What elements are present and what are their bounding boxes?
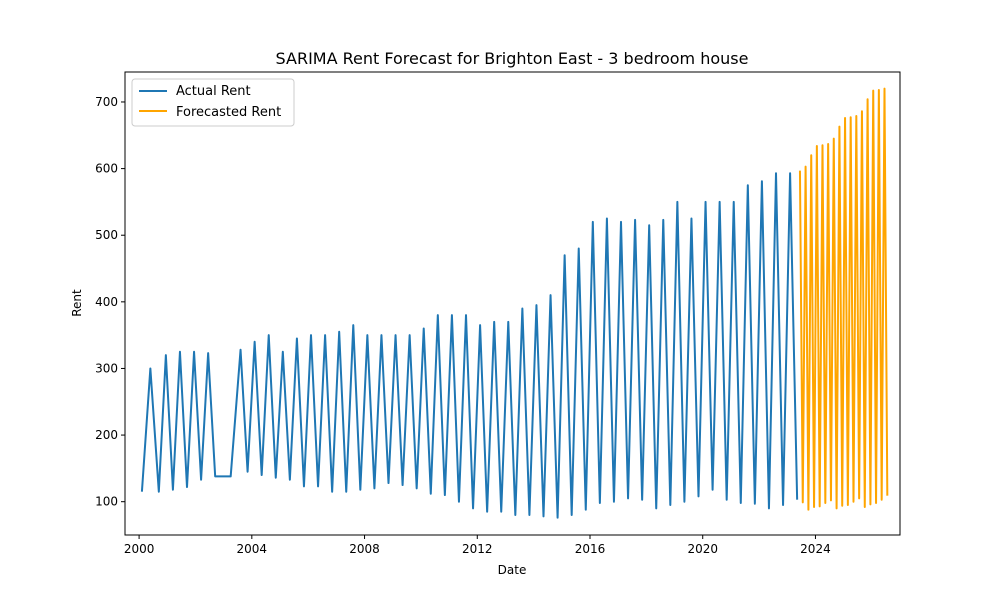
y-tick-label: 600 <box>95 162 118 176</box>
x-axis-ticks: 2000 2004 2008 2012 2016 2020 2024 <box>124 535 831 556</box>
x-tick-label: 2016 <box>575 542 606 556</box>
y-axis-ticks: 100 200 300 400 500 600 700 <box>95 95 125 509</box>
plot-area <box>124 71 901 536</box>
legend-label-actual-rent: Actual Rent <box>176 84 251 99</box>
y-tick-label: 300 <box>95 361 118 375</box>
legend-box <box>131 78 295 127</box>
x-tick-label: 2012 <box>462 542 493 556</box>
y-tick-label: 200 <box>95 428 118 442</box>
x-tick-label: 2024 <box>800 542 831 556</box>
series-line-forecasted-rent <box>798 87 889 511</box>
y-tick-label: 700 <box>95 95 118 109</box>
axes-frame <box>124 71 901 536</box>
legend-label-forecasted-rent: Forecasted Rent <box>176 105 281 120</box>
series-line-actual-rent <box>140 172 799 519</box>
x-tick-label: 2000 <box>124 542 155 556</box>
x-tick-label: 2020 <box>687 542 718 556</box>
chart-title: SARIMA Rent Forecast for Brighton East -… <box>276 49 749 68</box>
y-tick-label: 100 <box>95 495 118 509</box>
series-layer <box>140 87 889 519</box>
x-tick-label: 2008 <box>349 542 380 556</box>
y-tick-label: 400 <box>95 295 118 309</box>
x-tick-label: 2004 <box>237 542 268 556</box>
legend: Actual Rent Forecasted Rent <box>131 78 295 127</box>
y-tick-label: 500 <box>95 228 118 242</box>
y-axis-label: Rent <box>70 289 84 317</box>
x-axis-label: Date <box>498 563 527 577</box>
